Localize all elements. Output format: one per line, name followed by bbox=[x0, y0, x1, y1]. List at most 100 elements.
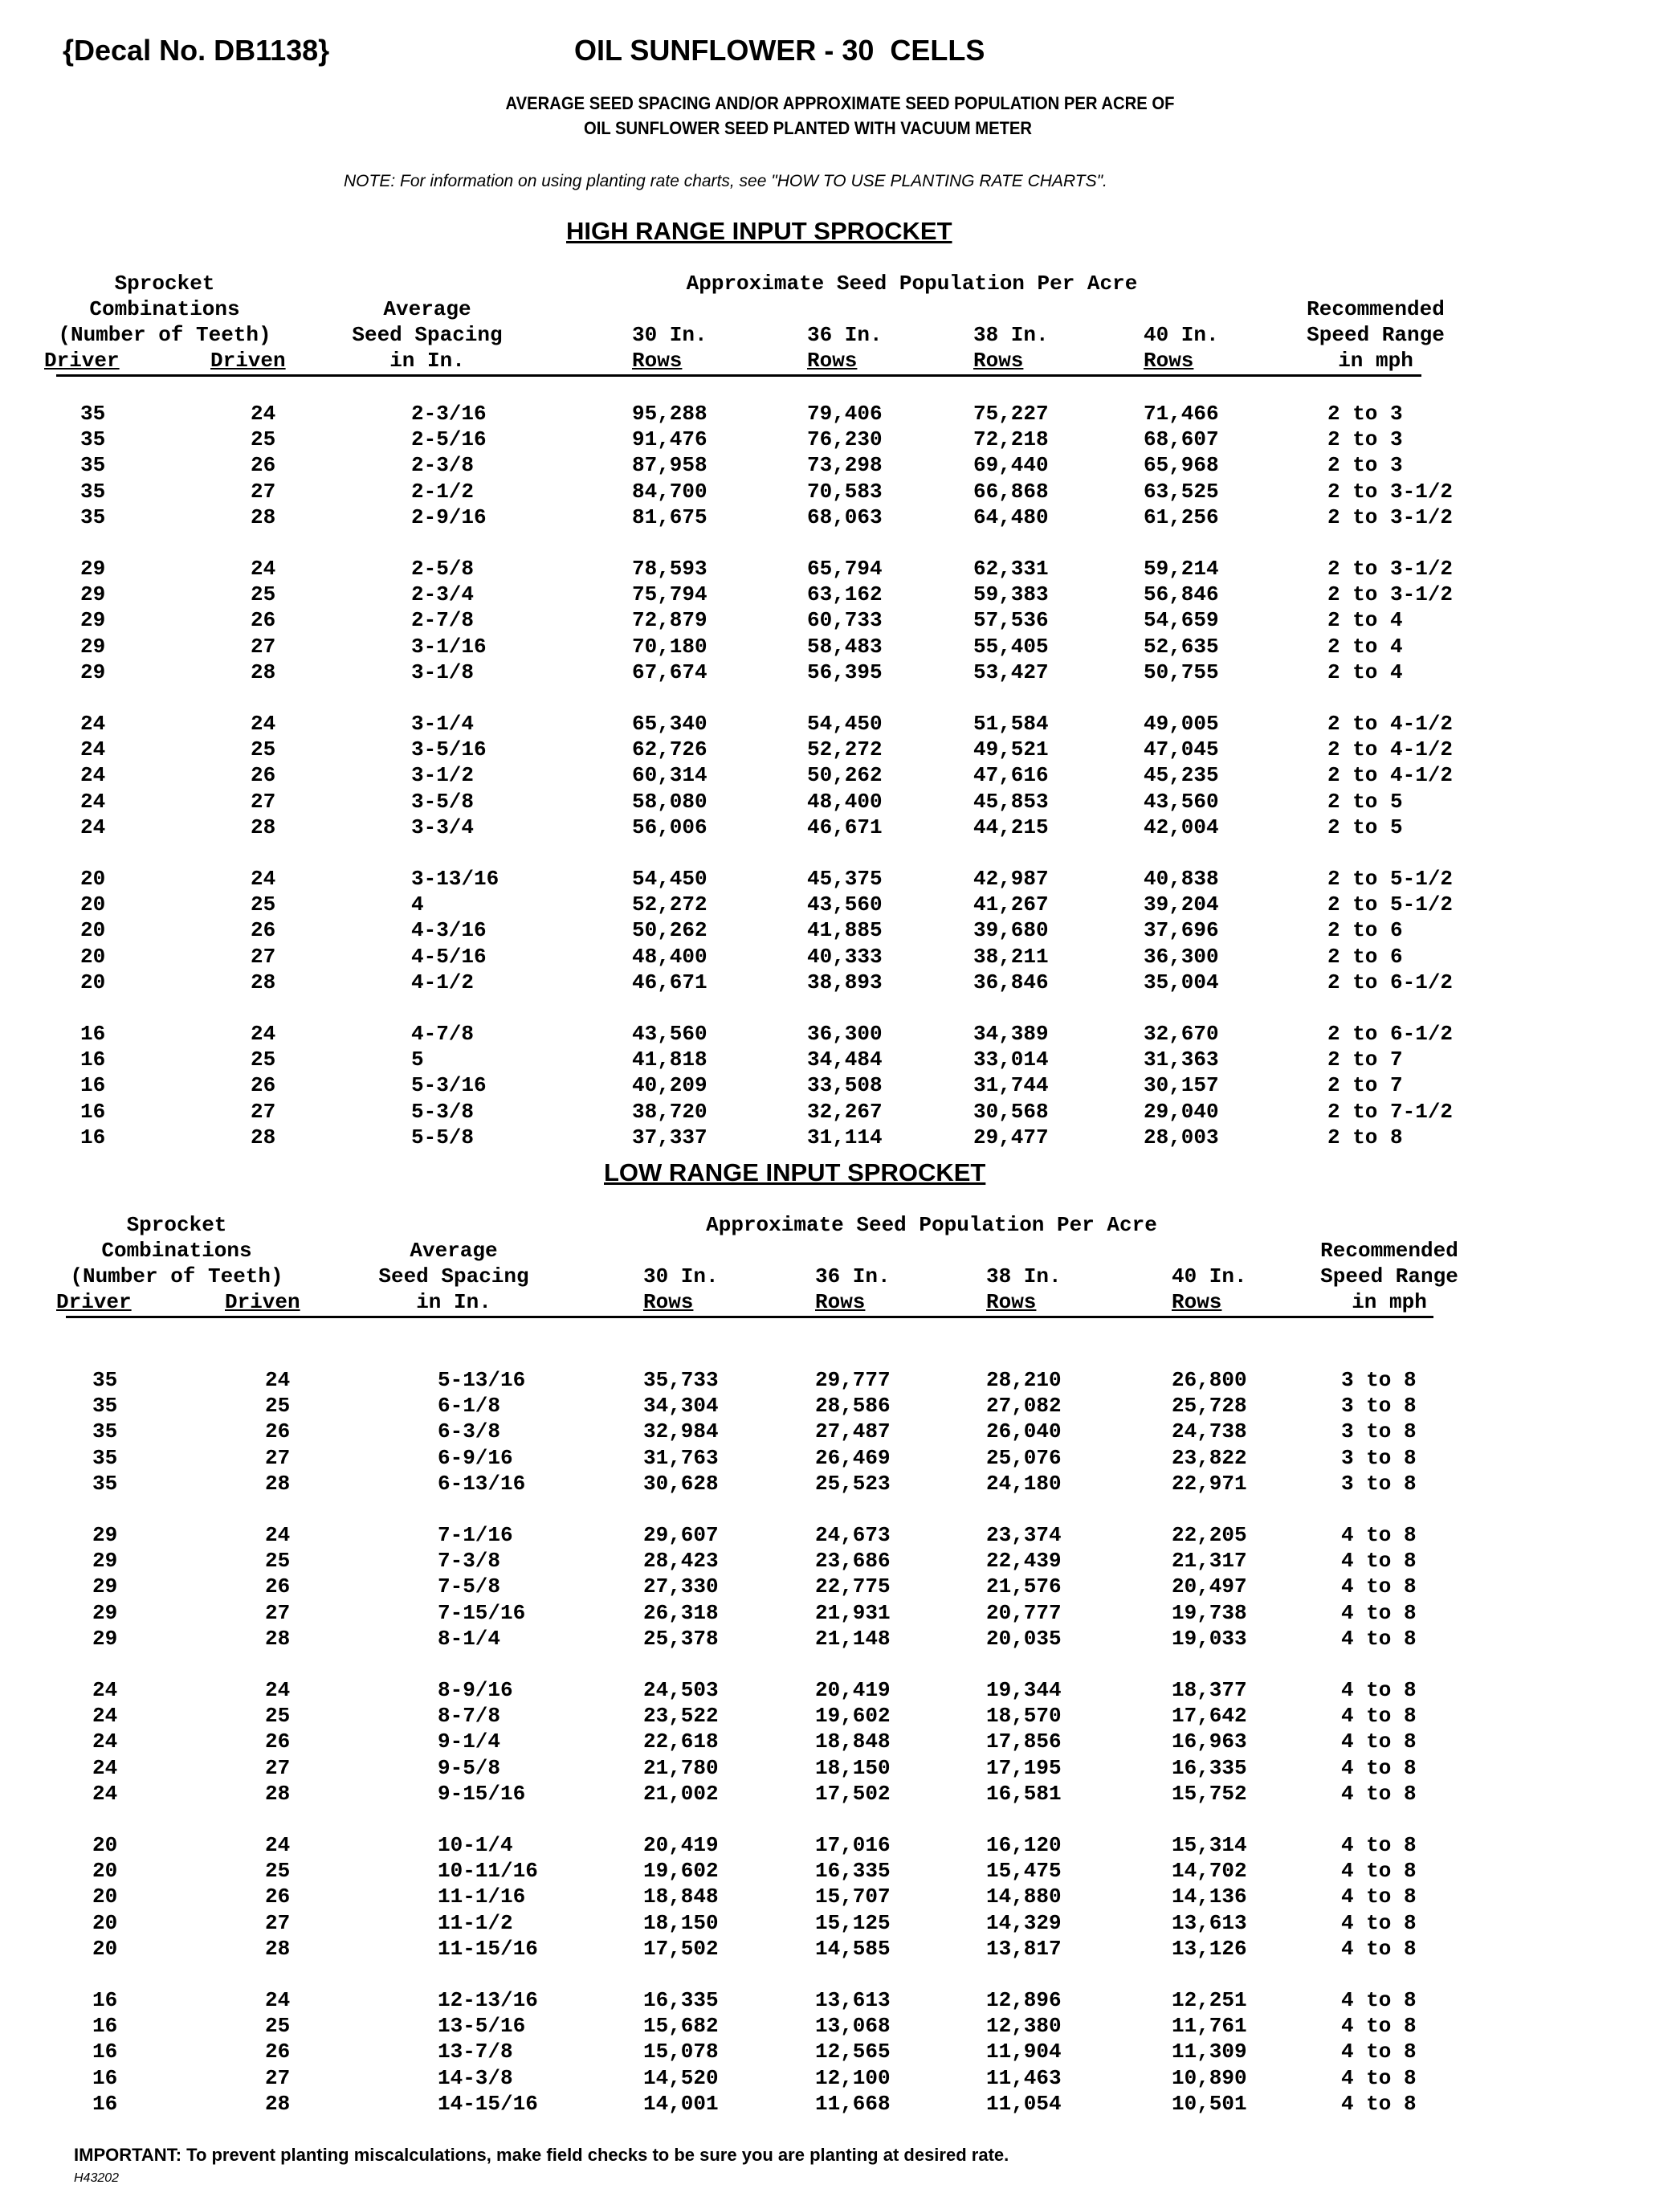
cell-speed: 4 to 8 bbox=[1341, 1704, 1417, 1729]
cell-spacing: 12-13/16 bbox=[438, 1988, 538, 2012]
cell-c36: 34,484 bbox=[807, 1047, 883, 1072]
cell-c30: 17,502 bbox=[643, 1936, 719, 1961]
cell-c36: 21,148 bbox=[815, 1626, 891, 1651]
cell-speed: 2 to 3 bbox=[1327, 402, 1403, 426]
cell-c38: 13,817 bbox=[986, 1936, 1062, 1961]
cell-c36: 20,419 bbox=[815, 1678, 891, 1702]
cell-driven: 26 bbox=[265, 2040, 291, 2064]
cell-driven: 28 bbox=[265, 1471, 291, 1496]
cell-driver: 16 bbox=[80, 1047, 106, 1072]
cell-c30: 14,520 bbox=[643, 2065, 719, 2090]
cell-spacing: 13-5/16 bbox=[438, 2014, 526, 2039]
header-sprocket: Sprocket bbox=[114, 272, 215, 296]
cell-driver: 24 bbox=[92, 1755, 118, 1780]
header-in-mph: in mph bbox=[1338, 349, 1413, 373]
cell-speed: 2 to 5 bbox=[1327, 789, 1403, 814]
cell-c36: 56,395 bbox=[807, 659, 883, 684]
cell-spacing: 8-1/4 bbox=[438, 1626, 501, 1651]
cell-c40: 16,335 bbox=[1172, 1755, 1247, 1780]
cell-driver: 29 bbox=[92, 1549, 118, 1574]
cell-speed: 4 to 8 bbox=[1341, 1523, 1417, 1547]
header-c38: 38 In. bbox=[986, 1264, 1062, 1288]
cell-c40: 24,738 bbox=[1172, 1419, 1247, 1444]
cell-c40: 10,501 bbox=[1172, 2091, 1247, 2116]
cell-c38: 38,211 bbox=[973, 944, 1049, 969]
cell-speed: 4 to 8 bbox=[1341, 2014, 1417, 2039]
header-seed-spacing: Seed Spacing bbox=[378, 1264, 529, 1288]
header-average: Average bbox=[383, 297, 471, 321]
cell-driver: 20 bbox=[80, 970, 106, 994]
header-in-mph: in mph bbox=[1352, 1290, 1427, 1314]
cell-driver: 24 bbox=[80, 763, 106, 788]
cell-c30: 70,180 bbox=[632, 634, 707, 659]
cell-c40: 63,525 bbox=[1144, 479, 1219, 504]
cell-c40: 71,466 bbox=[1144, 402, 1219, 426]
cell-c30: 21,002 bbox=[643, 1781, 719, 1806]
header-rows: Rows bbox=[973, 349, 1024, 373]
cell-c36: 65,794 bbox=[807, 557, 883, 581]
cell-spacing: 7-3/8 bbox=[438, 1549, 501, 1574]
cell-driven: 24 bbox=[251, 867, 276, 891]
cell-speed: 3 to 8 bbox=[1341, 1445, 1417, 1470]
cell-speed: 4 to 8 bbox=[1341, 1729, 1417, 1754]
cell-driver: 29 bbox=[80, 557, 106, 581]
cell-c30: 29,607 bbox=[643, 1523, 719, 1547]
cell-spacing: 8-9/16 bbox=[438, 1678, 513, 1702]
cell-speed: 4 to 8 bbox=[1341, 1574, 1417, 1599]
cell-spacing: 14-15/16 bbox=[438, 2091, 538, 2116]
cell-c36: 32,267 bbox=[807, 1099, 883, 1124]
cell-speed: 2 to 6 bbox=[1327, 944, 1403, 969]
cell-spacing: 11-15/16 bbox=[438, 1936, 538, 1961]
cell-spacing: 2-7/8 bbox=[411, 608, 475, 633]
cell-c40: 30,157 bbox=[1144, 1073, 1219, 1098]
header-rule bbox=[56, 374, 1421, 377]
cell-driver: 16 bbox=[80, 1125, 106, 1150]
cell-c36: 14,585 bbox=[815, 1936, 891, 1961]
cell-speed: 4 to 8 bbox=[1341, 1988, 1417, 2012]
cell-c38: 11,904 bbox=[986, 2040, 1062, 2064]
cell-driven: 24 bbox=[265, 1678, 291, 1702]
cell-spacing: 4-5/16 bbox=[411, 944, 487, 969]
cell-c36: 73,298 bbox=[807, 453, 883, 478]
cell-driven: 25 bbox=[265, 1859, 291, 1884]
cell-speed: 2 to 4 bbox=[1327, 659, 1403, 684]
cell-c38: 12,896 bbox=[986, 1988, 1062, 2012]
cell-c38: 66,868 bbox=[973, 479, 1049, 504]
cell-c38: 55,405 bbox=[973, 634, 1049, 659]
header-number-of-teeth: (Number of Teeth) bbox=[58, 323, 271, 347]
cell-c30: 21,780 bbox=[643, 1755, 719, 1780]
cell-c36: 13,068 bbox=[815, 2014, 891, 2039]
cell-c38: 30,568 bbox=[973, 1099, 1049, 1124]
cell-spacing: 14-3/8 bbox=[438, 2065, 513, 2090]
cell-c38: 17,856 bbox=[986, 1729, 1062, 1754]
cell-driver: 29 bbox=[80, 582, 106, 607]
cell-spacing: 6-1/8 bbox=[438, 1394, 501, 1419]
cell-c36: 52,272 bbox=[807, 737, 883, 762]
cell-driver: 20 bbox=[92, 1936, 118, 1961]
cell-driver: 20 bbox=[80, 918, 106, 943]
cell-driven: 26 bbox=[265, 1574, 291, 1599]
cell-c40: 68,607 bbox=[1144, 427, 1219, 452]
cell-driven: 25 bbox=[265, 1704, 291, 1729]
cell-speed: 4 to 8 bbox=[1341, 1859, 1417, 1884]
cell-c40: 37,696 bbox=[1144, 918, 1219, 943]
cell-c30: 16,335 bbox=[643, 1988, 719, 2012]
cell-c30: 48,400 bbox=[632, 944, 707, 969]
cell-c30: 27,330 bbox=[643, 1574, 719, 1599]
cell-c40: 25,728 bbox=[1172, 1394, 1247, 1419]
cell-c30: 81,675 bbox=[632, 504, 707, 529]
cell-driver: 35 bbox=[80, 427, 106, 452]
cell-c36: 46,671 bbox=[807, 815, 883, 839]
cell-speed: 2 to 7 bbox=[1327, 1073, 1403, 1098]
subtitle-line-1: AVERAGE SEED SPACING AND/OR APPROXIMATE … bbox=[505, 93, 1175, 113]
cell-c36: 13,613 bbox=[815, 1988, 891, 2012]
cell-c40: 65,968 bbox=[1144, 453, 1219, 478]
cell-speed: 2 to 7 bbox=[1327, 1047, 1403, 1072]
cell-c40: 35,004 bbox=[1144, 970, 1219, 994]
cell-c40: 43,560 bbox=[1144, 789, 1219, 814]
cell-c30: 52,272 bbox=[632, 892, 707, 917]
cell-c30: 84,700 bbox=[632, 479, 707, 504]
cell-driven: 25 bbox=[265, 2014, 291, 2039]
cell-c40: 15,314 bbox=[1172, 1833, 1247, 1857]
cell-c36: 70,583 bbox=[807, 479, 883, 504]
